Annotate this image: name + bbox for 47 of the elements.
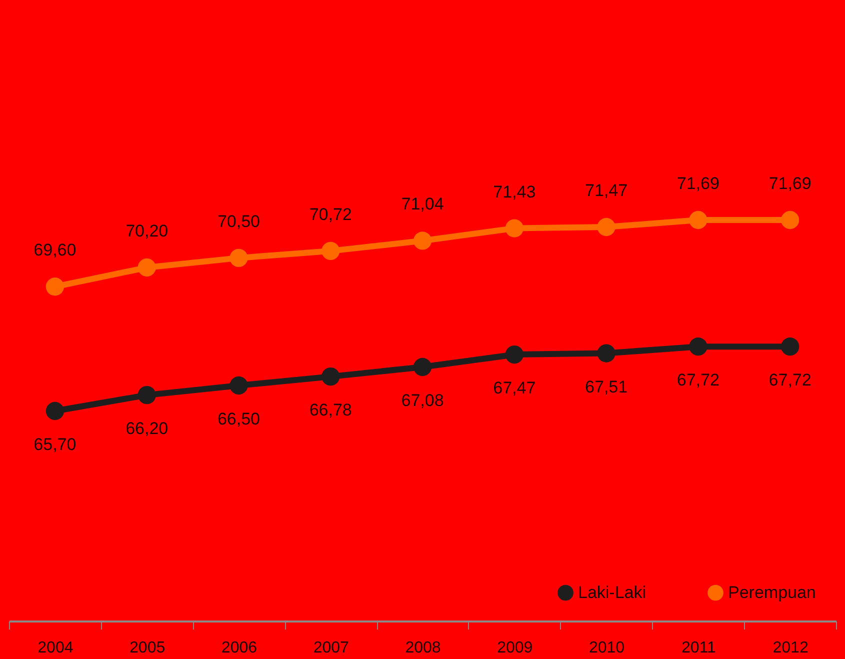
x-tick-label: 2007 [313,640,350,656]
data-label: 67,72 [676,370,720,390]
point [413,232,432,250]
point [46,402,64,420]
data-label: 70,20 [126,222,168,241]
data-label: 71,69 [676,174,720,193]
point [780,338,800,356]
point [138,386,156,404]
data-label: 67,47 [493,378,536,398]
data-label: 71,69 [768,174,812,193]
x-tick-label: 2008 [405,640,441,656]
x-tick-label: 2012 [772,640,808,656]
data-label: 67,72 [768,370,812,390]
point [597,218,616,236]
data-label: 71,47 [585,181,628,200]
data-label: 69,60 [34,240,76,260]
data-label: 70,72 [309,204,352,224]
point [230,248,248,268]
point [413,358,432,376]
x-tick-label: 2009 [497,640,533,656]
x-tick-label: 2011 [681,640,716,656]
data-label: 66,78 [309,400,352,420]
x-tick-label: 2010 [588,640,625,656]
point [505,345,524,364]
data-label: 71,43 [493,182,536,202]
point [597,344,616,362]
point [322,368,340,386]
point [46,278,64,296]
point [780,210,800,230]
point [230,376,248,395]
data-label: 66,20 [126,419,168,438]
point [138,258,156,277]
x-tick-label: 2006 [221,640,258,656]
data-label: 65,70 [34,435,76,454]
point [505,219,524,238]
data-label: 70,50 [217,212,260,231]
legend-label: Laki-Laki [578,582,646,602]
point [689,338,708,356]
data-label: 67,51 [585,377,628,396]
data-label: 66,50 [217,409,260,428]
legend-label: Perempuan [728,582,816,602]
x-tick-label: 2004 [38,640,74,656]
point [322,242,340,260]
x-tick-label: 2005 [130,640,166,656]
data-label: 71,04 [401,194,444,214]
point [689,210,708,230]
data-label: 67,08 [401,390,444,410]
